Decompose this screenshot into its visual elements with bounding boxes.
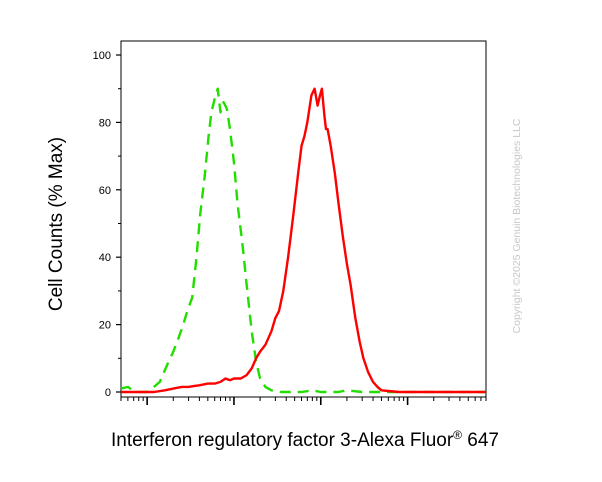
x-axis-title-sup: ® — [453, 428, 462, 442]
series-line-2 — [121, 87, 486, 394]
series-line-1 — [120, 87, 486, 394]
y-axis-title: Cell Counts (% Max) — [46, 137, 67, 311]
x-axis-title-main: Interferon regulatory factor 3-Alexa Flu… — [111, 430, 454, 451]
y-tick-label: 60 — [99, 185, 111, 197]
copyright-watermark: Copyright ©2025 Genuin Biotechnologies L… — [511, 118, 523, 333]
y-tick-label: 80 — [99, 117, 111, 129]
x-axis-title: Interferon regulatory factor 3-Alexa Flu… — [111, 428, 499, 451]
y-tick-label: 40 — [99, 252, 111, 264]
y-axis-ticks: 0 20 40 60 80 100 — [93, 50, 121, 399]
y-tick-label: 20 — [99, 320, 111, 332]
y-tick-label: 0 — [105, 387, 111, 399]
series-layer — [120, 87, 486, 394]
plot-frame — [120, 40, 487, 398]
y-tick-label: 100 — [93, 50, 111, 62]
x-axis-ticks — [120, 397, 487, 405]
x-axis-title-tail: 647 — [462, 430, 499, 451]
